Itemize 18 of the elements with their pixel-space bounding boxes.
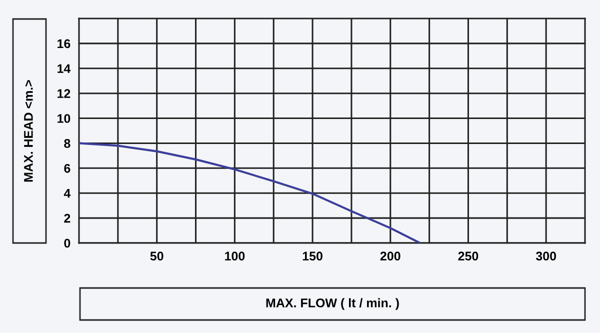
x-tick-label: 100: [225, 252, 245, 261]
line-series: [79, 142, 422, 243]
y-tick-label: 10: [58, 114, 70, 123]
x-tick-label: 200: [380, 252, 400, 261]
y-tick-label: 8: [64, 139, 70, 148]
x-axis-title: MAX. FLOW ( lt / min. ): [266, 298, 399, 310]
y-tick-label: 2: [64, 214, 70, 223]
y-tick-label: 0: [64, 238, 70, 248]
x-tick-label: 250: [458, 252, 478, 261]
y-tick-label: 16: [58, 39, 70, 48]
y-axis-title: MAX. HEAD <m.>: [24, 80, 33, 182]
y-tick-label: 14: [58, 64, 71, 73]
y-tick-label: 4: [64, 189, 71, 198]
y-tick-label: 6: [64, 164, 70, 173]
x-tick-label: 300: [536, 252, 556, 261]
x-tick-label: 50: [150, 252, 164, 261]
x-tick-label: 150: [302, 252, 322, 261]
y-tick-label: 12: [58, 89, 70, 98]
